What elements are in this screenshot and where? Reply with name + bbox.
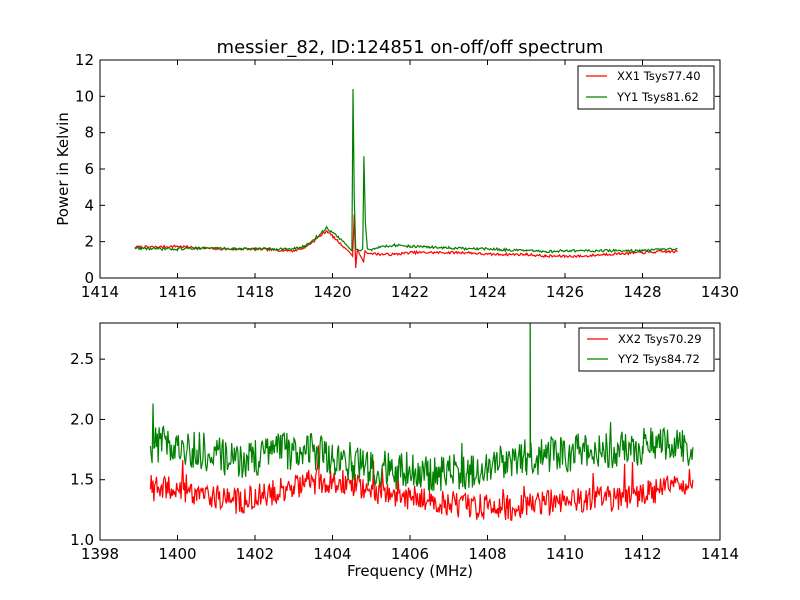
x-tick-label: 1410 — [546, 545, 584, 563]
y-tick-label: 12 — [75, 51, 94, 69]
y-tick-label: 6 — [84, 160, 94, 178]
y-tick-label: 10 — [75, 87, 94, 105]
x-tick-label: 1400 — [158, 545, 196, 563]
x-tick-label: 1418 — [236, 283, 274, 301]
x-tick-label: 1426 — [546, 283, 584, 301]
x-tick-label: 1402 — [236, 545, 274, 563]
panel-top-ticks: 1414 1416 1418 1420 1422 1424 1426 1428 1430 0 2 4 6… — [75, 51, 739, 301]
panel-bottom: 1398 1400 1402 1404 1406 1408 1410 1412 1414 1.0 1… — [70, 322, 739, 580]
x-tick-label: 1416 — [158, 283, 196, 301]
x-tick-label: 1398 — [81, 545, 119, 563]
legend-frame — [577, 65, 715, 110]
x-tick-label: 1424 — [468, 283, 506, 301]
panel-bottom-series — [149, 323, 694, 522]
y-tick-label: 2.5 — [70, 350, 94, 368]
y-tick-label: 1.5 — [70, 471, 94, 489]
x-tick-label: 1430 — [701, 283, 739, 301]
y-tick-label: 0 — [84, 269, 94, 287]
panel-top-ylabel: Power in Kelvin — [54, 112, 72, 226]
panel-bottom-xlabel: Frequency (MHz) — [347, 562, 473, 580]
x-tick-label: 1414 — [81, 283, 119, 301]
legend-frame — [578, 327, 715, 372]
x-tick-label: 1406 — [391, 545, 429, 563]
legend-label-yy2: YY2 Tsys84.72 — [617, 352, 700, 366]
series-line-yy2 — [149, 323, 694, 492]
x-tick-label: 1408 — [468, 545, 506, 563]
x-tick-label: 1428 — [623, 283, 661, 301]
legend-label-xx1: XX1 Tsys77.40 — [617, 69, 701, 83]
panel-bottom-ticks: 1398 1400 1402 1404 1406 1408 1410 1412 1414 1.0 1… — [70, 323, 739, 563]
y-tick-label: 1.0 — [70, 531, 94, 549]
y-tick-label: 2 — [84, 233, 94, 251]
panel-top-legend: XX1 Tsys77.40 YY1 Tsys81.62 — [577, 65, 715, 110]
x-tick-label: 1420 — [313, 283, 351, 301]
figure-title: messier_82, ID:124851 on-off/off spectru… — [217, 37, 604, 58]
legend-label-yy1: YY1 Tsys81.62 — [616, 90, 699, 104]
panel-bottom-legend: XX2 Tsys70.29 YY2 Tsys84.72 — [578, 327, 715, 372]
x-tick-label: 1404 — [313, 545, 351, 563]
y-tick-label: 8 — [84, 124, 94, 142]
panel-top: 1414 1416 1418 1420 1422 1424 1426 1428 1430 0 2 4 6… — [54, 51, 739, 301]
y-tick-label: 2.0 — [70, 410, 94, 428]
legend-label-xx2: XX2 Tsys70.29 — [618, 332, 702, 346]
x-tick-label: 1422 — [391, 283, 429, 301]
x-tick-label: 1414 — [701, 545, 739, 563]
series-line-yy1 — [134, 89, 678, 254]
y-tick-label: 4 — [84, 196, 94, 214]
panel-top-series — [134, 89, 678, 269]
x-tick-label: 1412 — [623, 545, 661, 563]
series-line-xx2 — [149, 445, 694, 522]
